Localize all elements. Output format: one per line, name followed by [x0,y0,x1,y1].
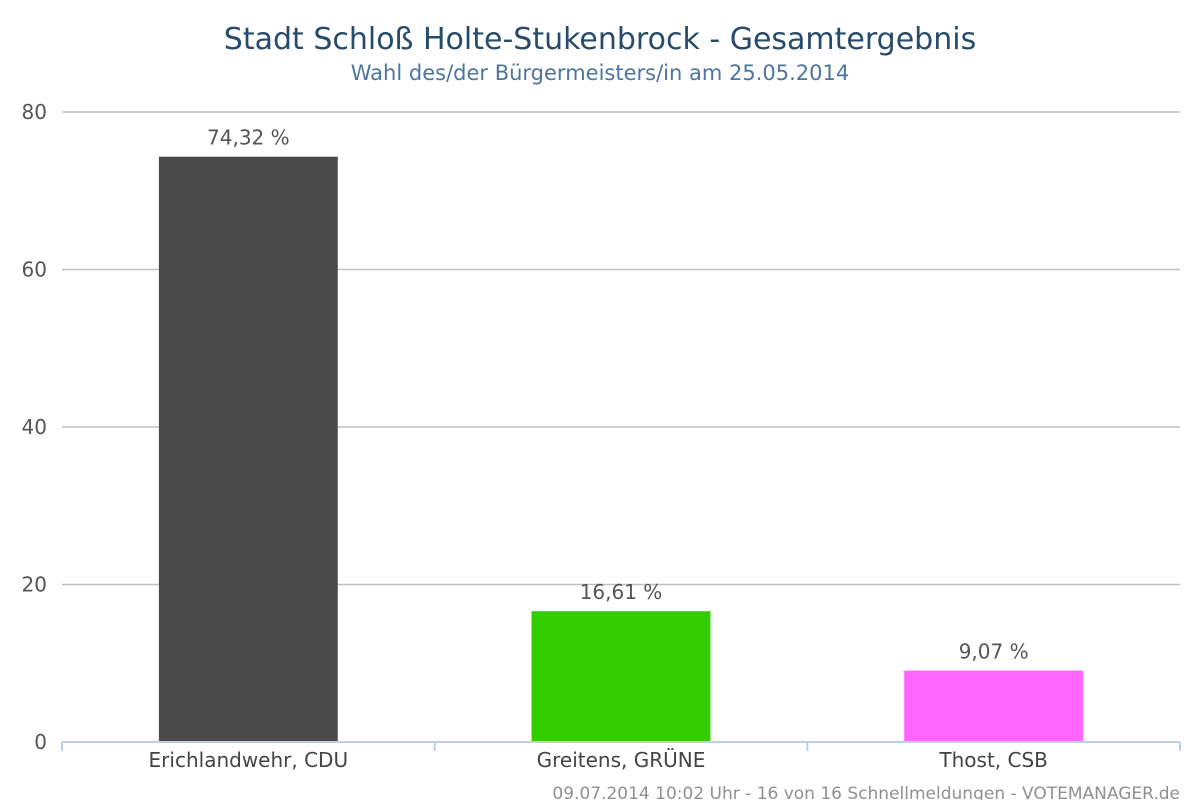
data-label: 9,07 % [959,640,1029,664]
data-label: 74,32 % [207,126,290,150]
x-tick-label: Erichlandwehr, CDU [149,748,349,772]
chart-subtitle: Wahl des/der Bürgermeisters/in am 25.05.… [351,61,849,85]
x-tick-label: Thost, CSB [938,748,1048,772]
x-tick-label: Greitens, GRÜNE [537,748,706,772]
y-tick-label: 80 [22,100,47,124]
y-tick-label: 20 [22,573,47,597]
x-axis: Erichlandwehr, CDU Greitens, GRÜNE Thost, … [61,741,1181,772]
bar[interactable] [904,670,1084,742]
bar[interactable] [158,156,338,743]
credits-text[interactable]: 09.07.2014 10:02 Uhr - 16 von 16 Schnell… [552,784,1180,800]
chart-title: Stadt Schloß Holte-Stukenbrock - Gesamte… [224,22,976,57]
bar[interactable] [531,611,711,742]
y-tick-label: 60 [22,258,47,282]
data-labels: 74,32 % 16,61 % 9,07 % [207,126,1029,664]
y-tick-label: 40 [22,415,47,439]
bars [158,156,1084,743]
data-label: 16,61 % [580,580,663,604]
y-tick-label: 0 [34,730,47,754]
